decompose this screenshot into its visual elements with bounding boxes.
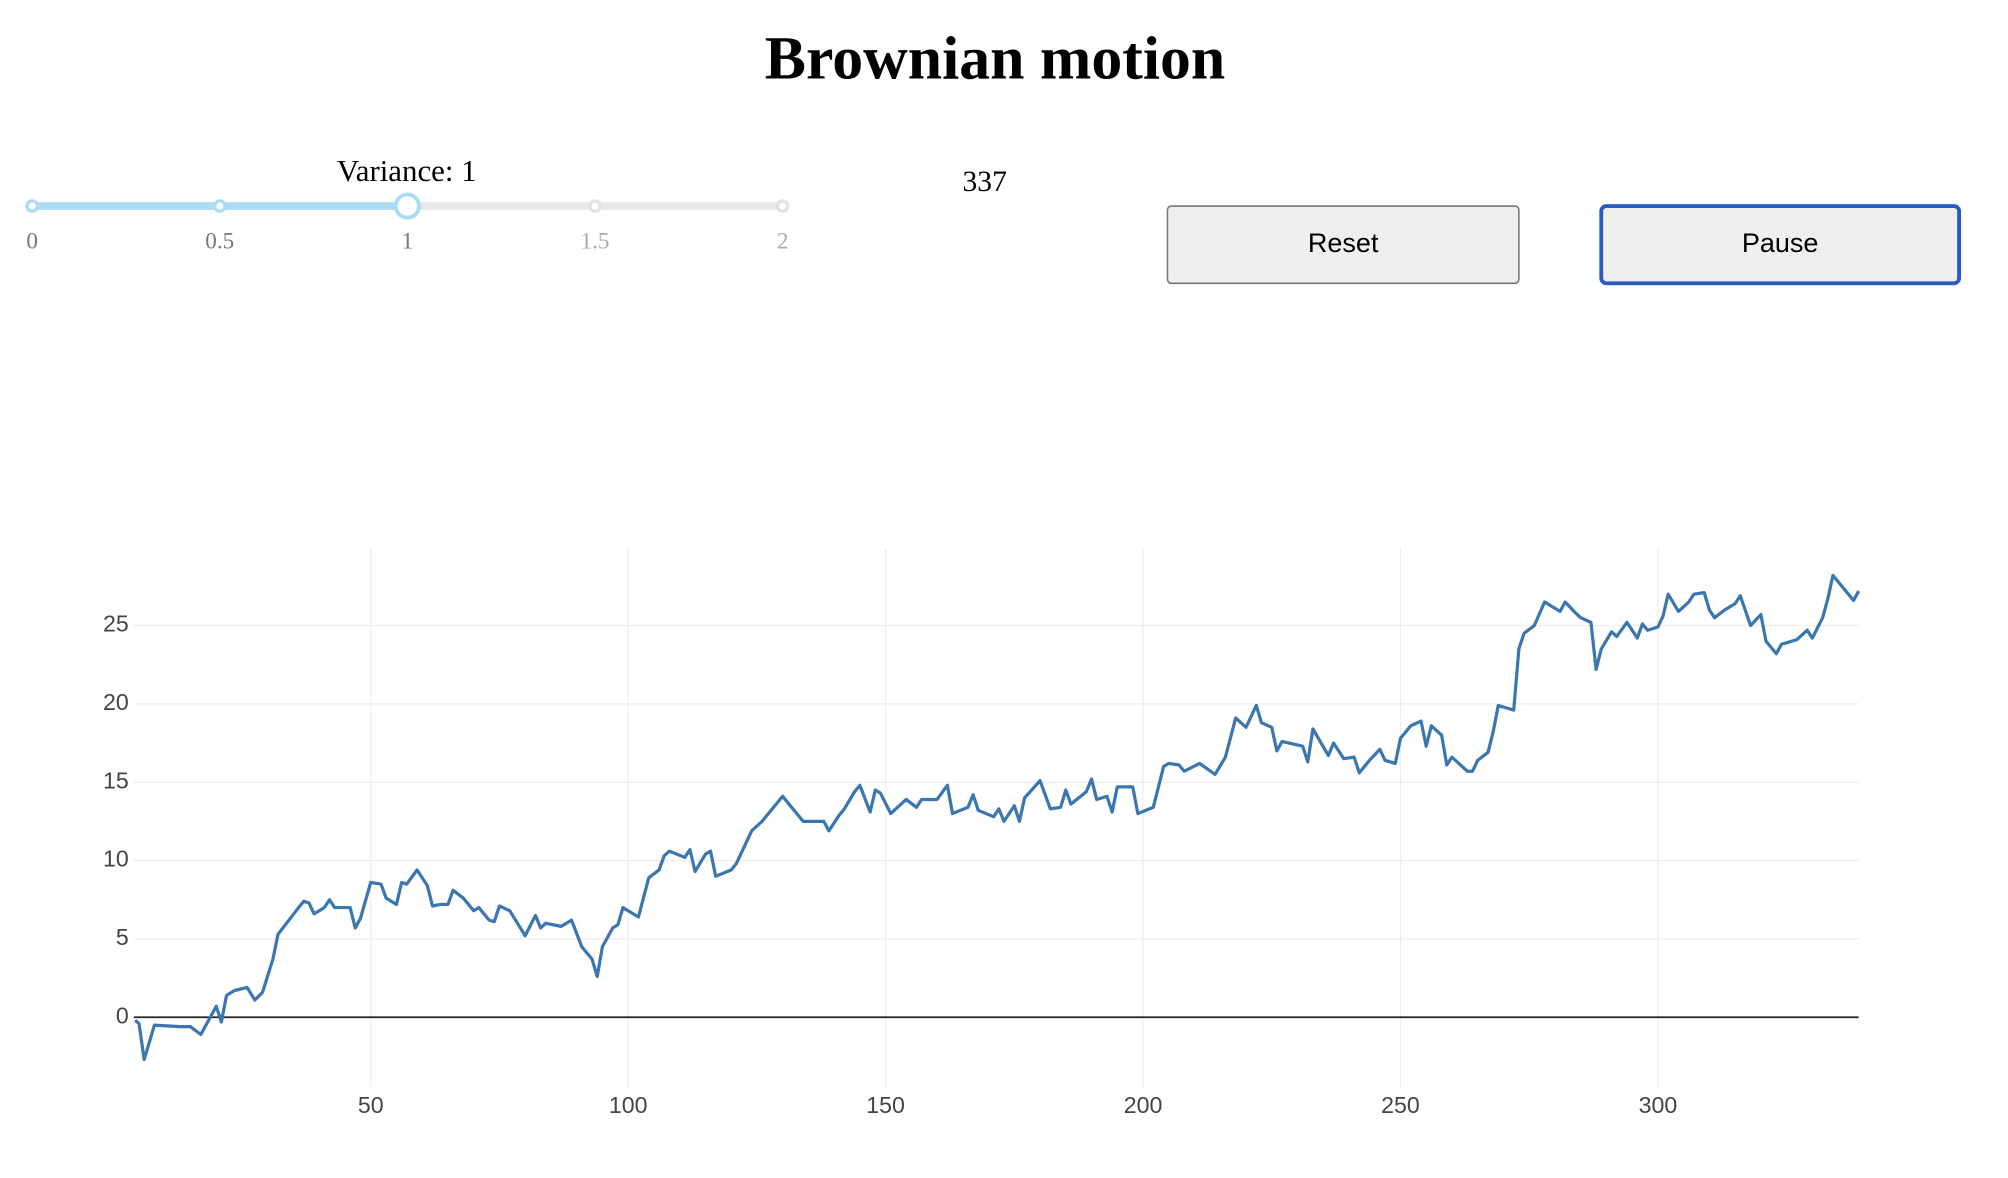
y-tick-label: 10 (103, 846, 129, 872)
x-tick-label: 50 (358, 1092, 384, 1118)
counter: 337 (962, 166, 1006, 198)
slider-dot[interactable] (775, 199, 790, 213)
y-tick-label: 5 (116, 924, 129, 950)
y-tick-label: 25 (103, 611, 129, 637)
slider-tick-label: 0 (26, 229, 38, 255)
button-face[interactable] (1166, 205, 1520, 285)
y-tick-label: 0 (116, 1002, 129, 1028)
slider-label: Variance: 1 (337, 153, 477, 188)
x-tick-label: 100 (609, 1092, 648, 1118)
x-tick-label: 300 (1639, 1092, 1678, 1118)
pause-button[interactable]: Pause (1599, 204, 1962, 286)
x-tick-label: 150 (866, 1092, 905, 1118)
slider-tick-label: 1.5 (581, 229, 610, 255)
slider-dot[interactable] (588, 199, 602, 213)
slider-tick-label: 1 (402, 229, 414, 255)
y-tick-label: 15 (103, 767, 129, 793)
variance-slider[interactable]: 0 0.5 1 1.5 2 (25, 192, 790, 255)
button-label[interactable]: Reset (1308, 228, 1379, 258)
data-line (134, 573, 1861, 1062)
slider-dot[interactable] (213, 199, 227, 213)
slider-tick-label: 0.5 (205, 229, 234, 255)
x-tick-label: 200 (1124, 1092, 1163, 1118)
chart: 50 100 150 200 250 300 0 5 10 15 20 25 (103, 547, 1861, 1118)
reset-button[interactable]: Reset (1166, 205, 1520, 285)
y-tick-label: 20 (103, 689, 129, 715)
slider-tick-label: 2 (777, 229, 789, 255)
button-face[interactable] (1599, 204, 1962, 286)
slider-dot[interactable] (25, 199, 39, 213)
button-label[interactable]: Pause (1742, 228, 1819, 258)
slider-handle[interactable] (393, 192, 421, 220)
x-tick-label: 250 (1381, 1092, 1420, 1118)
page-title: Brownian motion (765, 25, 1225, 93)
